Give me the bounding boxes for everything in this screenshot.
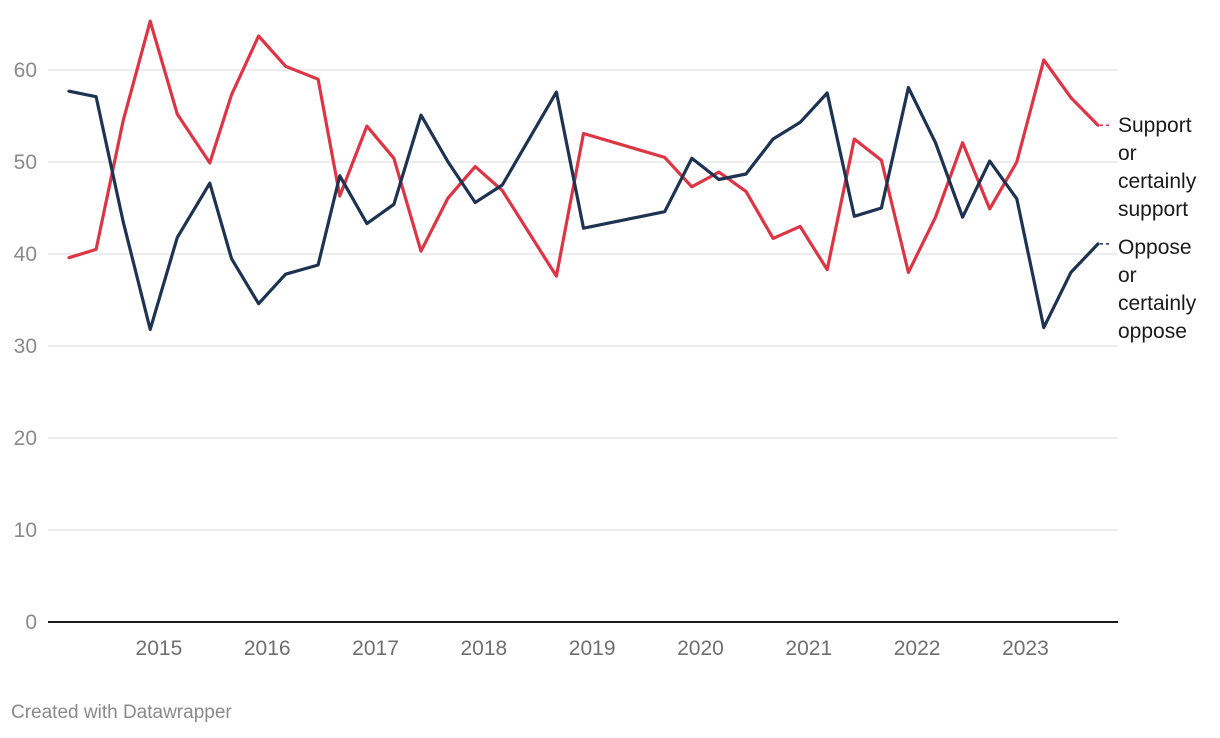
y-axis-ticks: 0 10 20 30 40 50 60 <box>14 59 37 634</box>
x-tick-label: 2019 <box>569 637 616 660</box>
y-tick-label: 20 <box>14 427 37 450</box>
x-tick-label: 2015 <box>136 637 183 660</box>
x-tick-label: 2020 <box>677 637 724 660</box>
credit-text: Created with Datawrapper <box>11 702 232 723</box>
series-lines <box>67 19 1100 331</box>
y-tick-label: 40 <box>14 243 37 266</box>
y-tick-label: 30 <box>14 335 37 358</box>
x-tick-label: 2016 <box>244 637 291 660</box>
x-tick-label: 2023 <box>1002 637 1049 660</box>
y-tick-label: 50 <box>14 151 37 174</box>
y-tick-label: 60 <box>14 59 37 82</box>
series-label-oppose: Oppose or certainly oppose <box>1118 236 1197 343</box>
gridlines <box>48 69 1118 623</box>
y-tick-label: 0 <box>25 611 37 634</box>
x-tick-label: 2022 <box>894 637 941 660</box>
x-tick-label: 2017 <box>352 637 399 660</box>
series-line-support <box>67 19 1100 278</box>
x-axis-ticks: 2015 2016 2017 2018 2019 2020 2021 2022 2023 <box>136 637 1049 660</box>
series-label-support: Support or certainly support <box>1118 114 1197 221</box>
y-tick-label: 10 <box>14 519 37 542</box>
x-tick-label: 2021 <box>785 637 832 660</box>
series-labels: Support or certainly support Oppose or certain… <box>1100 114 1197 343</box>
x-tick-label: 2018 <box>460 637 507 660</box>
series-line-oppose <box>67 85 1100 331</box>
